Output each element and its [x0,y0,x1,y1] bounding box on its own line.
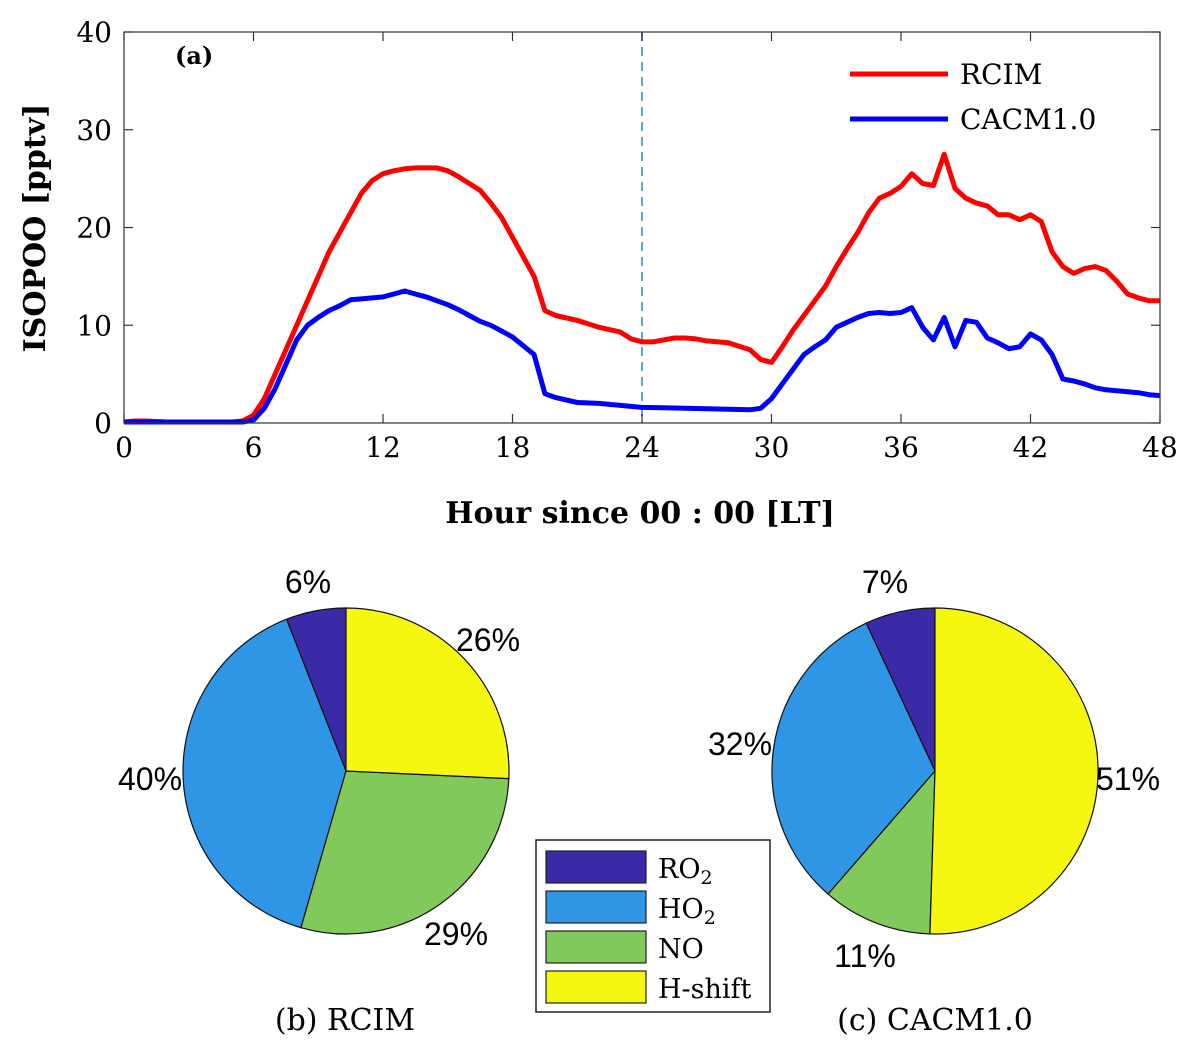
pie-slice-label: 32% [708,726,772,762]
legend-label: RCIM [960,58,1042,91]
pie-slice-h-shift [929,607,1099,935]
x-tick-label: 0 [115,431,133,464]
pie-caption-cacm: (c) CACM1.0 [837,1003,1033,1038]
y-tick-label: 0 [94,407,112,440]
legend-swatch [545,930,647,964]
legend-label: HO2 [658,894,716,929]
x-tick-label: 12 [365,431,401,464]
y-tick-label: 10 [76,309,112,342]
y-tick-label: 40 [76,16,112,49]
legend-swatch [545,970,647,1004]
pie-slice-label: 7% [862,564,908,600]
y-axis-label: ISOPOO [pptv] [18,104,53,353]
axis-ticks: 0 6 12 18 24 30 36 42 48 0 10 20 30 40 [76,16,1177,464]
legend-label: RO2 [658,854,713,889]
series-line-rcim [123,151,1160,425]
panel-label-a: (a) [175,41,213,70]
pie-slice-label: 29% [424,916,488,952]
y-tick-label: 20 [76,212,112,245]
legend-label: H-shift [658,974,752,1005]
pie-slice-label: 40% [118,761,182,797]
line-chart: (a) 0 6 12 18 24 30 36 42 48 0 10 20 30 40 Hour since… [18,16,1178,531]
pie-chart-rcim: 6% 40% 29% 26% [118,564,520,952]
x-tick-label: 42 [1013,431,1049,464]
pie-slice-label: 6% [285,564,331,600]
y-tick-label: 30 [76,114,112,147]
pie-slice-h-shift [345,607,510,780]
pie-slice-ho2 [771,622,936,895]
pie-caption-rcim: (b) RCIM [275,1003,415,1038]
pie-slice-ho2 [182,618,347,929]
x-tick-label: 30 [754,431,790,464]
x-axis-label: Hour since 00 : 00 [LT] [445,496,835,531]
legend-swatch [545,890,647,924]
pie-slice-label: 11% [834,938,896,974]
legend-label: NO [658,934,704,965]
pie-slice-label: 51% [1096,761,1160,797]
x-tick-label: 18 [495,431,531,464]
pie-slice-no [300,770,510,935]
pie-slice-no [827,769,936,935]
pie-slice-label: 26% [456,622,520,658]
legend-swatch [545,850,647,884]
x-tick-label: 24 [624,431,660,464]
pie-chart-cacm: 7% 32% 11% 51% [708,564,1160,974]
legend-label: CACM1.0 [960,103,1096,136]
line-legend: RCIM CACM1.0 [850,58,1096,136]
x-tick-label: 36 [883,431,919,464]
series-line-cacm1-0 [124,288,1161,425]
pie-legend: RO2 HO2 NO H-shift [535,839,771,1013]
x-tick-label: 6 [245,431,263,464]
x-tick-label: 48 [1142,431,1178,464]
